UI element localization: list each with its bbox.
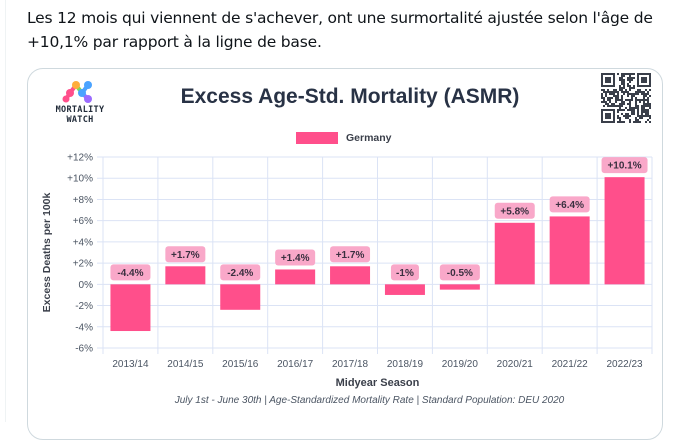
x-tick-label: 2015/16 — [222, 359, 259, 370]
y-axis-title: Excess Deaths per 100k — [41, 193, 53, 313]
chart-image-card[interactable]: MORTALITY WATCH Excess Age-Std. Mortalit… — [27, 68, 663, 440]
y-tick-label: +4% — [73, 237, 93, 248]
data-label-box — [439, 264, 480, 281]
bar — [110, 284, 151, 332]
x-tick-label: 2017/18 — [332, 359, 369, 370]
chart-title: Excess Age-Std. Mortality (ASMR) — [180, 85, 520, 108]
y-tick-label: -4% — [75, 322, 93, 333]
tweet-text: Les 12 mois qui viennent de s'achever, o… — [27, 9, 653, 51]
chart-legend: Germany — [296, 131, 392, 145]
x-tick-label: 2013/14 — [112, 359, 149, 370]
legend-swatch — [296, 132, 338, 144]
x-tick-label: 2018/19 — [387, 359, 424, 370]
bar — [220, 284, 261, 310]
mortality-watch-logo: MORTALITY WATCH — [46, 77, 114, 133]
data-label-box — [165, 246, 206, 263]
data-label-box — [549, 196, 590, 213]
logo-line-2: WATCH — [66, 115, 94, 125]
bar — [549, 216, 590, 285]
y-tick-label: -2% — [75, 301, 93, 312]
data-label-box — [330, 246, 371, 263]
data-label-box — [494, 202, 535, 219]
thread-line — [5, 0, 6, 422]
y-tick-label: +6% — [73, 216, 93, 227]
chart-caption: July 1st - June 30th | Age-Standardized … — [174, 395, 565, 406]
x-tick-label: 2014/15 — [167, 359, 204, 370]
data-label: -4.4% — [117, 268, 143, 279]
x-tick-label: 2020/21 — [497, 359, 534, 370]
bar — [330, 266, 371, 285]
data-label: +1.4% — [281, 253, 310, 264]
bar — [494, 222, 535, 285]
bar — [275, 269, 316, 285]
data-label-box — [601, 157, 648, 174]
y-tick-label: +12% — [67, 153, 93, 164]
logo-dots-icon — [62, 81, 92, 103]
x-tick-label: 2022/23 — [606, 359, 643, 370]
data-label: -0.5% — [447, 268, 473, 279]
y-tick-label: +2% — [73, 259, 93, 270]
bar — [439, 284, 480, 290]
data-label: +1.7% — [336, 250, 365, 261]
data-label-box — [275, 249, 316, 266]
data-label: +5.8% — [500, 206, 529, 217]
y-tick-label: 0% — [79, 280, 94, 291]
x-axis-title: Midyear Season — [336, 377, 420, 389]
qr-code-icon — [601, 73, 651, 123]
bar — [604, 177, 645, 285]
data-label-box — [390, 264, 419, 281]
data-label-box — [220, 264, 261, 281]
y-tick-label: -6% — [75, 344, 93, 355]
y-tick-label: +10% — [67, 174, 93, 185]
data-label: -2.4% — [227, 268, 253, 279]
bar — [165, 266, 206, 285]
data-label: +6.4% — [555, 200, 584, 211]
data-label: +10.1% — [607, 161, 641, 172]
y-tick-label: +8% — [73, 195, 93, 206]
bar-chart: +12% +10% +8% +6% +4% +2% 0% -2% -4% -6% -4.4% 2013… — [41, 153, 653, 406]
legend-label: Germany — [346, 132, 392, 144]
data-label: +1.7% — [171, 250, 200, 261]
data-label: -1% — [396, 268, 414, 279]
x-tick-label: 2021/22 — [552, 359, 589, 370]
x-tick-label: 2019/20 — [442, 359, 479, 370]
logo-text: MORTALITY WATCH — [46, 105, 114, 125]
x-tick-label: 2016/17 — [277, 359, 314, 370]
bar — [384, 284, 425, 295]
data-label-box — [110, 264, 151, 281]
logo-line-1: MORTALITY — [55, 105, 105, 115]
